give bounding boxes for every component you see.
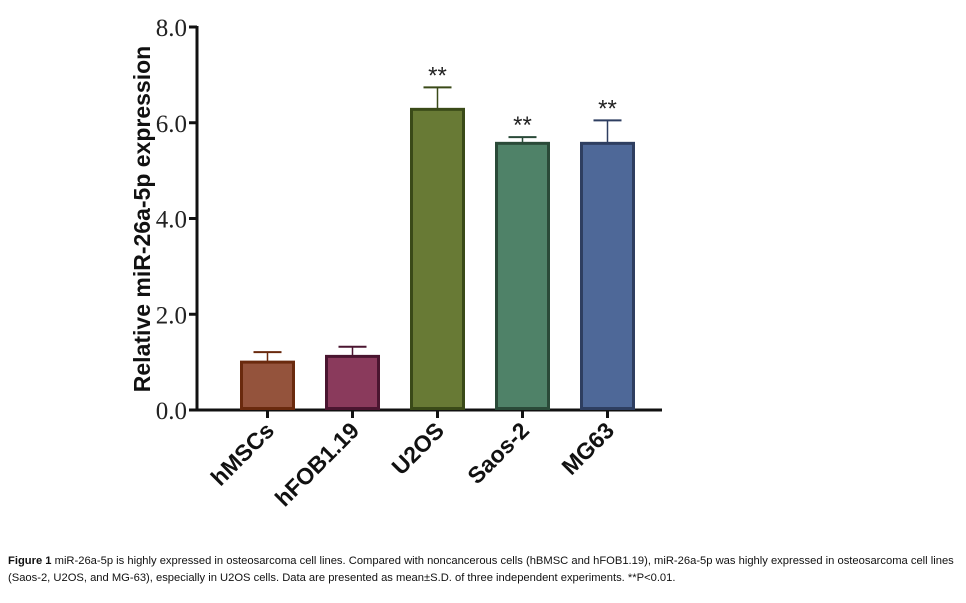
y-tick-label: 2.0	[156, 302, 187, 329]
y-tick-label: 0.0	[156, 398, 187, 425]
bar-hfob1-19	[325, 354, 380, 411]
y-tick-label: 6.0	[156, 111, 187, 138]
x-tick-label: hMSCs	[206, 417, 280, 491]
x-tick-label: U2OS	[386, 417, 449, 480]
significance-marker: **	[513, 112, 532, 139]
caption-label: Figure 1	[8, 555, 52, 567]
x-tick-label: hFOB1.19	[270, 417, 364, 511]
significance-marker: **	[598, 95, 617, 122]
bar-saos-2	[495, 141, 550, 410]
y-tick-label: 4.0	[156, 207, 187, 234]
y-tick-label: 8.0	[156, 15, 187, 42]
x-tick-label: MG63	[556, 417, 619, 480]
bar-hmscs	[240, 360, 295, 410]
significance-marker: **	[428, 62, 447, 89]
figure-caption: Figure 1 miR-26a-5p is highly expressed …	[8, 553, 958, 587]
x-tick-label: Saos-2	[462, 417, 534, 489]
bar-mg63	[580, 141, 635, 410]
y-axis-label: Relative miR-26a-5p expression	[129, 46, 155, 392]
caption-text: miR-26a-5p is highly expressed in osteos…	[8, 555, 954, 584]
bar-u2os	[410, 107, 465, 410]
